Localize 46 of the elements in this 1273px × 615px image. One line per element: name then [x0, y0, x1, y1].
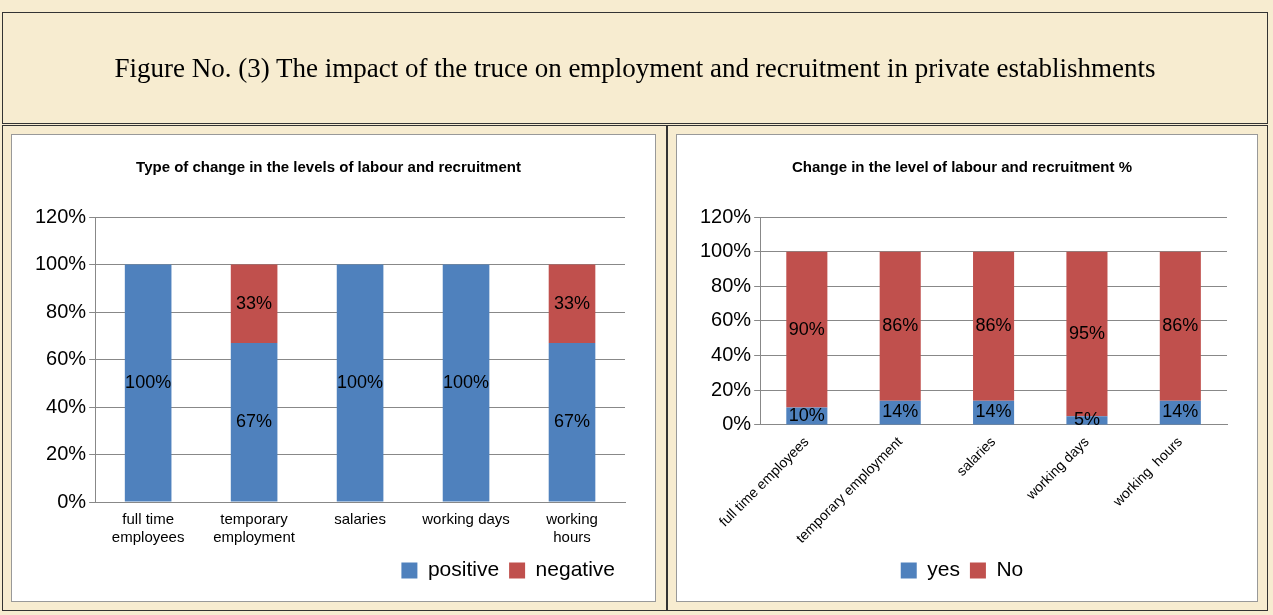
data-label: 95%: [1068, 322, 1105, 343]
x-tick-label: temporary employment: [213, 510, 296, 546]
legend-label: negative: [535, 557, 616, 581]
y-tick-label: 40%: [46, 394, 87, 417]
y-tick-label: 100%: [35, 252, 87, 275]
y-tick-label: 0%: [722, 412, 752, 435]
y-tick-label: 60%: [711, 308, 752, 331]
y-tick-label: 100%: [700, 239, 752, 262]
text: Figure No. (3) The impact of the truce on employment and recruitment in private establishments: [2, 12, 1268, 124]
y-tick-label: 80%: [46, 299, 87, 322]
y-tick-label: 0%: [57, 489, 87, 512]
y-tick-label: 120%: [700, 204, 752, 227]
chart-title: Change in the level of labour and recruitment %: [791, 158, 1133, 176]
data-label: 14%: [1162, 401, 1199, 422]
bar: [1159, 251, 1201, 401]
data-label: 33%: [236, 292, 273, 313]
y-tick-label: 20%: [46, 442, 87, 465]
y-tick-label: 60%: [46, 347, 87, 370]
y-tick-label: 80%: [711, 273, 752, 296]
data-label: 14%: [882, 401, 919, 422]
data-label: 10%: [788, 404, 825, 425]
legend-label: yes: [927, 557, 960, 581]
y-tick-label: 120%: [35, 204, 87, 227]
chart-title: Type of change in the levels of labour and recruitment: [136, 158, 521, 176]
data-label: 86%: [882, 315, 919, 336]
y-tick-label: 20%: [711, 377, 752, 400]
x-tick-label: full time employees: [111, 510, 185, 546]
bar: [879, 251, 921, 401]
data-label: 14%: [975, 401, 1012, 422]
legend-label: No: [996, 557, 1024, 581]
data-label: 90%: [788, 318, 825, 339]
x-tick-label: working days: [421, 510, 510, 528]
data-label: 100%: [443, 371, 490, 392]
data-label: 100%: [125, 371, 172, 392]
y-tick-label: 40%: [711, 343, 752, 366]
data-label: 100%: [337, 371, 384, 392]
data-label: 67%: [554, 411, 591, 432]
bar: [973, 251, 1015, 401]
data-label: 33%: [554, 292, 591, 313]
data-label: 67%: [236, 411, 273, 432]
data-label: 86%: [975, 315, 1012, 336]
legend-label: positive: [427, 557, 500, 581]
data-label: 86%: [1162, 315, 1199, 336]
x-tick-label: working hours: [545, 510, 598, 546]
bar: [786, 251, 828, 408]
x-tick-label: salaries: [334, 510, 386, 528]
